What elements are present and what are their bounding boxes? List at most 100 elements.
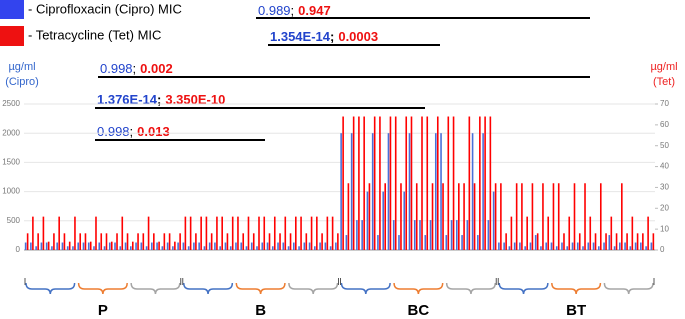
bar (214, 242, 216, 250)
group-brace (497, 278, 655, 285)
bar (356, 220, 358, 250)
bar (63, 233, 66, 250)
bar (208, 242, 211, 250)
bar (121, 216, 124, 250)
bar (182, 242, 185, 250)
bar (177, 242, 179, 250)
y2-tick-label: 20 (660, 203, 669, 212)
bar (557, 183, 560, 250)
bar (300, 216, 302, 250)
bar (468, 116, 471, 250)
bar (379, 116, 381, 250)
bar (413, 220, 416, 250)
y-axis-label: µg/ml (8, 61, 35, 73)
bar (261, 242, 264, 250)
bar (226, 233, 229, 250)
bar (84, 233, 87, 250)
bar (252, 233, 255, 250)
bar (168, 233, 171, 250)
bar (203, 246, 206, 250)
bar (473, 183, 476, 250)
bar (53, 233, 55, 250)
bar (350, 133, 353, 250)
bar (242, 233, 245, 250)
bar (32, 216, 34, 250)
bar (503, 242, 505, 250)
bar (515, 183, 518, 250)
bar (363, 116, 365, 250)
bar (436, 116, 439, 250)
bar (126, 233, 129, 250)
separator: ; (130, 124, 134, 139)
bar (377, 235, 379, 250)
bar (147, 216, 150, 250)
bar (221, 216, 223, 250)
bar (524, 246, 526, 250)
bar (77, 242, 80, 250)
bar (429, 220, 432, 250)
separator: ; (330, 29, 334, 44)
bar (184, 216, 187, 250)
bar (200, 216, 202, 250)
bar (540, 246, 542, 250)
group-label: BT (566, 302, 586, 319)
bar (345, 235, 348, 250)
y-tick-label: 500 (7, 216, 21, 225)
bar (66, 246, 69, 250)
cipro-p-value: 0.989 (258, 3, 291, 18)
bar (403, 191, 406, 250)
bar (131, 241, 134, 250)
bar (466, 220, 469, 250)
bar (279, 233, 281, 250)
cipro-p-value: 1.354E-14 (270, 29, 331, 44)
bar (319, 242, 321, 250)
legend-label: - Ciprofloxacin (Cipro) MIC (28, 1, 182, 16)
bar (636, 233, 639, 250)
bar (647, 216, 649, 250)
group-label: P (98, 302, 108, 319)
separator: ; (291, 3, 295, 18)
bar (431, 183, 434, 250)
bar (108, 242, 111, 250)
bar (368, 183, 371, 250)
bar (72, 246, 74, 250)
bar (605, 233, 607, 250)
bar (74, 216, 76, 250)
bar (166, 242, 169, 250)
bar (594, 233, 597, 250)
bar (450, 220, 453, 250)
y2-tick-label: 60 (660, 120, 669, 129)
bar (442, 183, 444, 250)
bar (172, 246, 174, 250)
p-value-label: 0.998; 0.013 (97, 124, 170, 139)
separator: ; (133, 61, 137, 76)
bar (266, 242, 269, 250)
bar (361, 220, 363, 250)
p-value-label: 1.376E-14; 3.350E-10 (97, 92, 225, 107)
bar (161, 246, 164, 250)
subgroup-brace (183, 282, 234, 295)
bar (93, 246, 95, 250)
bar (410, 116, 413, 250)
bar (305, 233, 308, 250)
bar (193, 242, 195, 250)
group-label: BC (408, 302, 430, 319)
p-value-label: 0.998; 0.002 (100, 61, 173, 76)
bar (419, 220, 421, 250)
legend-swatch (0, 0, 24, 19)
group-brace (182, 278, 339, 285)
bar (536, 233, 539, 250)
bar (652, 233, 655, 250)
bar (68, 241, 71, 250)
bar (615, 233, 618, 250)
bar (550, 242, 553, 250)
bar (568, 216, 571, 250)
bar (434, 133, 437, 250)
cipro-p-value: 0.998 (100, 61, 133, 76)
bar (153, 233, 155, 250)
bar (137, 233, 139, 250)
bar (461, 235, 463, 250)
y2-tick-label: 10 (660, 224, 669, 233)
bar (187, 246, 190, 250)
